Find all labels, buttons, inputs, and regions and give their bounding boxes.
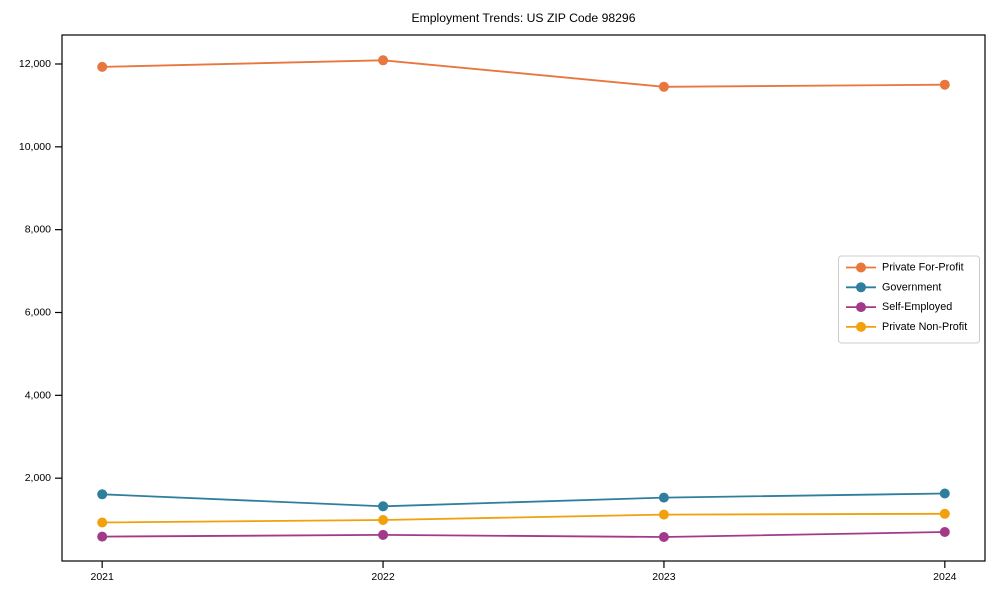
x-tick-label: 2021 <box>90 571 114 583</box>
data-point-marker <box>378 529 389 540</box>
y-tick-label: 8,000 <box>25 224 51 236</box>
legend-sample-marker <box>856 262 866 273</box>
y-tick-label: 12,000 <box>19 58 51 70</box>
data-point-marker <box>97 517 108 528</box>
legend-sample-marker <box>856 321 866 332</box>
legend-sample-marker <box>856 302 866 313</box>
y-tick-label: 10,000 <box>19 141 51 153</box>
data-point-marker <box>378 501 389 512</box>
data-point-marker <box>97 489 108 500</box>
series-line-3 <box>101 512 946 524</box>
data-point-marker <box>939 527 950 537</box>
chart-title: Employment Trends: US ZIP Code 98296 <box>411 11 635 25</box>
x-tick-label: 2023 <box>652 571 676 583</box>
data-point-marker <box>939 508 950 519</box>
x-tick-label: 2024 <box>933 571 957 583</box>
y-tick-label: 4,000 <box>25 389 51 401</box>
series-line-2 <box>101 531 946 538</box>
series-line-1 <box>101 492 946 508</box>
y-tick-label: 6,000 <box>25 306 51 318</box>
x-tick-label: 2022 <box>371 571 395 583</box>
legend-box <box>838 255 980 344</box>
data-point-marker <box>658 492 669 503</box>
legend-label: Private For-Profit <box>882 262 964 274</box>
data-point-marker <box>97 531 108 542</box>
legend-label: Private Non-Profit <box>882 321 967 333</box>
data-point-marker <box>378 515 389 525</box>
series-line-0 <box>101 59 946 88</box>
data-point-marker <box>658 532 669 542</box>
y-tick-label: 2,000 <box>25 472 51 484</box>
data-point-marker <box>97 61 108 72</box>
data-point-marker <box>658 81 669 92</box>
legend-sample-marker <box>856 282 866 293</box>
data-point-marker <box>939 488 950 499</box>
legend-label: Self-Employed <box>882 301 952 313</box>
data-point-marker <box>658 509 669 520</box>
data-point-marker <box>378 55 389 66</box>
plot-frame <box>61 34 986 562</box>
data-point-marker <box>939 79 950 90</box>
legend-label: Government <box>882 281 941 293</box>
